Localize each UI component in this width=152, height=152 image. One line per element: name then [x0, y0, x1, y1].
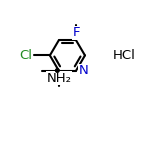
Circle shape: [56, 69, 59, 72]
Text: NH₂: NH₂: [46, 72, 71, 85]
Text: HCl: HCl: [112, 49, 135, 62]
Text: N: N: [79, 64, 88, 77]
Text: Cl: Cl: [19, 49, 32, 62]
Text: F: F: [72, 26, 80, 39]
